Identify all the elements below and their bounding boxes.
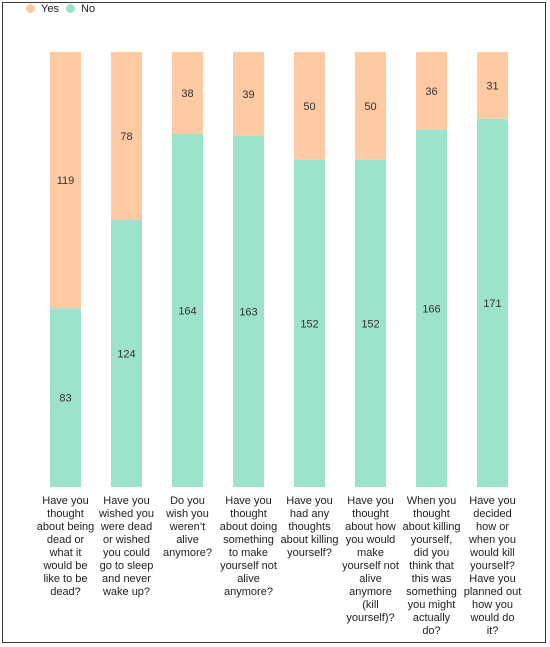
data-label-no-4: 163	[239, 306, 257, 318]
bar-no-8[interactable]	[477, 118, 508, 488]
data-label-yes-2: 78	[120, 131, 132, 143]
data-label-no-7: 166	[422, 303, 440, 315]
data-label-no-1: 83	[59, 393, 71, 405]
bar-yes-6[interactable]	[355, 52, 386, 160]
data-label-no-6: 152	[361, 318, 379, 330]
bar-yes-1[interactable]	[50, 52, 81, 309]
data-label-no-8: 171	[483, 298, 501, 310]
bar-no-3[interactable]	[172, 133, 203, 488]
bar-no-4[interactable]	[233, 135, 264, 487]
data-label-yes-6: 50	[364, 101, 376, 113]
category-label-2: Have you wished you were dead or wished you …	[98, 495, 155, 598]
data-label-no-5: 152	[300, 318, 318, 330]
category-label-8: Have you decided how or when you would kill y…	[463, 495, 522, 637]
bar-no-1[interactable]	[50, 308, 81, 487]
category-label-3: Do you wish you weren’t alive anymore?	[163, 495, 212, 559]
bar-yes-4[interactable]	[233, 52, 264, 136]
legend-swatch-yes	[26, 4, 35, 13]
data-label-yes-7: 36	[425, 86, 437, 98]
bar-no-7[interactable]	[416, 129, 447, 487]
bar-yes-2[interactable]	[111, 52, 142, 220]
category-label-1: Have you thought about being dead or what it…	[36, 495, 95, 598]
data-label-yes-5: 50	[303, 101, 315, 113]
bar-yes-5[interactable]	[294, 52, 325, 160]
legend-label-no: No	[81, 3, 96, 15]
bar-no-6[interactable]	[355, 159, 386, 487]
bar-no-2[interactable]	[111, 219, 142, 488]
data-label-no-2: 124	[117, 348, 135, 360]
data-label-yes-8: 31	[486, 80, 498, 92]
data-label-yes-3: 38	[181, 88, 193, 100]
bar-yes-8[interactable]	[477, 52, 508, 119]
category-label-7: When you thought about killing yourself, did…	[402, 495, 461, 637]
data-label-yes-1: 119	[57, 175, 75, 187]
bar-yes-3[interactable]	[172, 52, 203, 134]
legend-item-yes[interactable]: Yes	[26, 3, 59, 15]
category-label-5: Have you had any thoughts about killing your…	[280, 495, 339, 559]
bar-no-5[interactable]	[294, 159, 325, 487]
data-label-no-3: 164	[178, 305, 196, 317]
chart-frame	[2, 2, 546, 643]
category-label-4: Have you thought about doing something to ma…	[219, 495, 278, 598]
category-label-6: Have you thought about how you would make you…	[342, 495, 399, 624]
bar-yes-7[interactable]	[416, 52, 447, 130]
legend-item-no[interactable]: No	[66, 3, 95, 15]
legend-swatch-no	[66, 4, 75, 13]
data-label-yes-4: 39	[242, 89, 254, 101]
legend-label-yes: Yes	[41, 3, 59, 15]
